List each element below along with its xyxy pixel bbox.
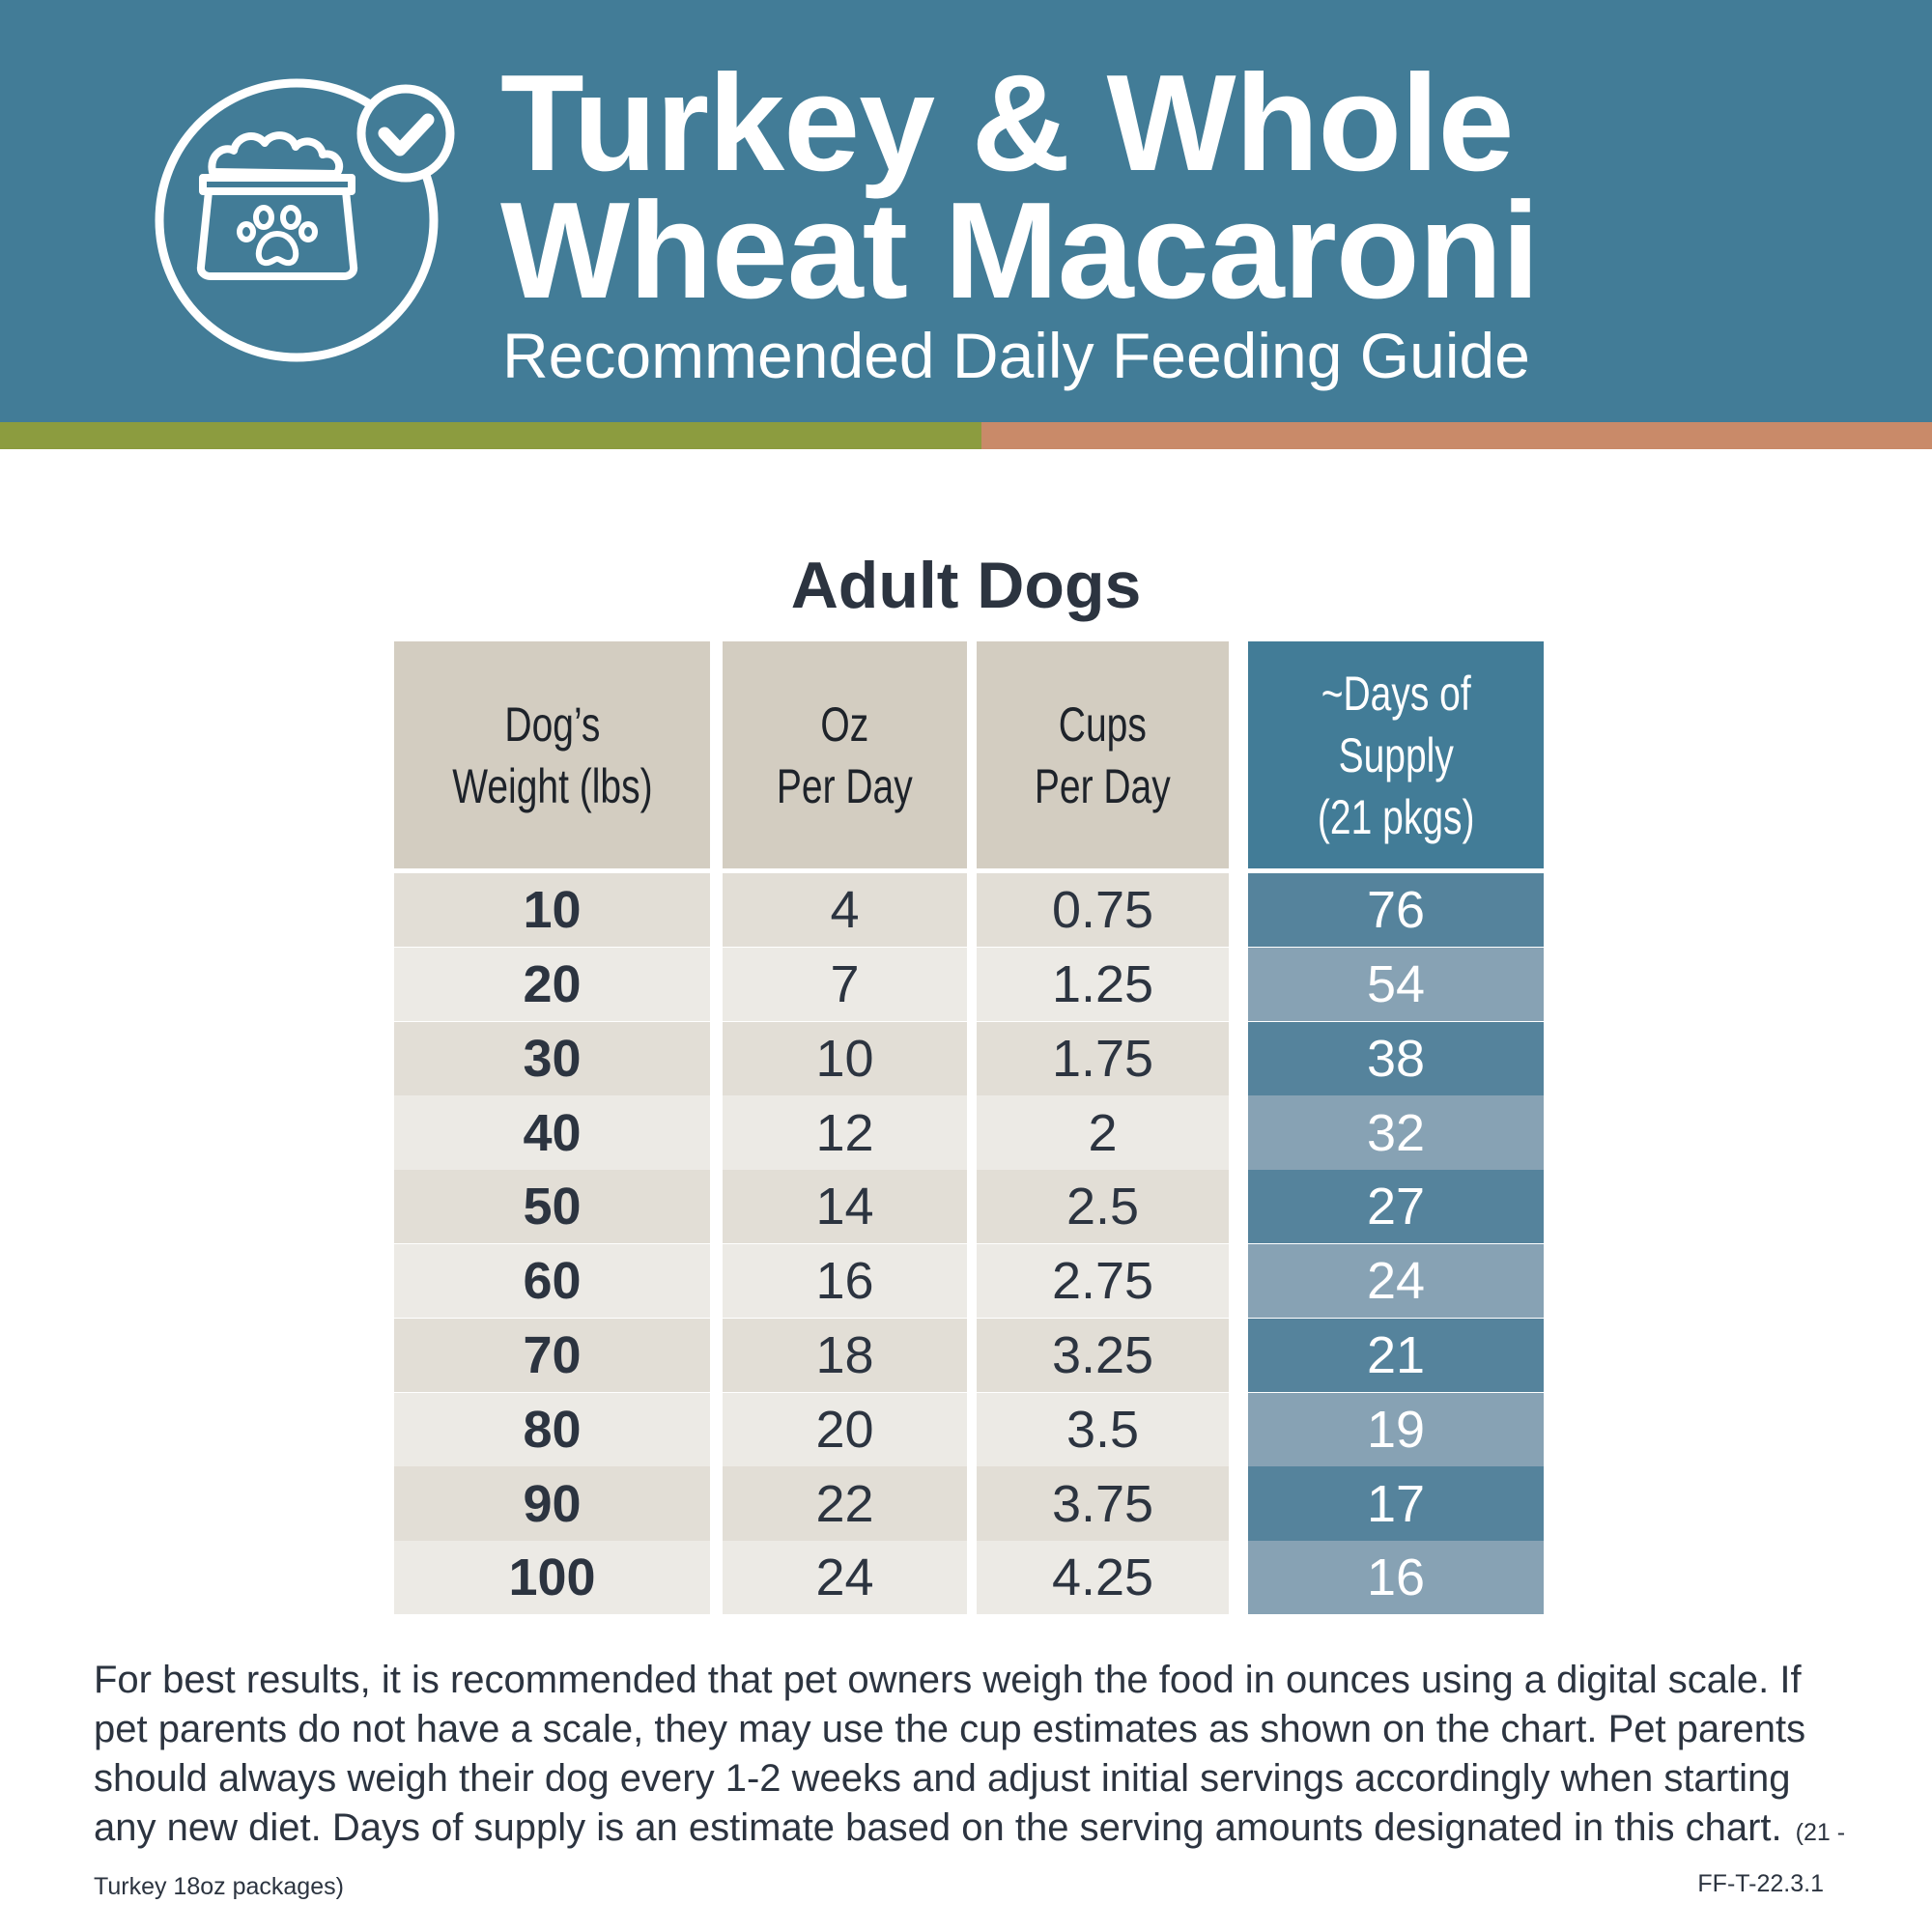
table-title: Adult Dogs xyxy=(790,549,1142,622)
table-cell: 21 xyxy=(1248,1318,1544,1393)
table-cell: 4 xyxy=(723,873,967,948)
dog-food-bowl-check-icon xyxy=(155,78,455,362)
table-cell: 76 xyxy=(1248,873,1544,948)
table-cell: 2 xyxy=(977,1095,1229,1170)
header-cell-label: Cups Per Day xyxy=(1035,696,1171,813)
header-cell: Dog’s Weight (lbs) xyxy=(394,641,710,868)
header-cell: ~Days of Supply (21 pkgs) xyxy=(1248,641,1544,868)
table-cell: 54 xyxy=(1248,947,1544,1022)
footnote-package-note: (21 -Turkey 18oz packages) xyxy=(94,1819,1846,1900)
table-cell: 70 xyxy=(394,1318,710,1393)
table-cell: 40 xyxy=(394,1095,710,1170)
table-cell: 14 xyxy=(723,1170,967,1244)
table-cell: 2.75 xyxy=(977,1244,1229,1319)
table-cell: 17 xyxy=(1248,1466,1544,1541)
table-cell: 10 xyxy=(723,1021,967,1095)
table-cell: 0.75 xyxy=(977,873,1229,948)
table-cell: 1.25 xyxy=(977,947,1229,1022)
table-cell: 3.25 xyxy=(977,1318,1229,1393)
footnote-text: For best results, it is recommended that… xyxy=(94,1659,1806,1849)
header-cell: Oz Per Day xyxy=(723,641,967,868)
table-cell: 80 xyxy=(394,1392,710,1466)
table-cell: 20 xyxy=(394,947,710,1022)
header-cell: Cups Per Day xyxy=(977,641,1229,868)
table-cell: 60 xyxy=(394,1244,710,1319)
table-cell: 7 xyxy=(723,947,967,1022)
table-cell: 3.75 xyxy=(977,1466,1229,1541)
table-cell: 24 xyxy=(723,1541,967,1615)
table-cell: 38 xyxy=(1248,1021,1544,1095)
footnote: For best results, it is recommended that… xyxy=(94,1656,1861,1912)
table-cell: 20 xyxy=(723,1392,967,1466)
table-cell: 50 xyxy=(394,1170,710,1244)
table-cell: 16 xyxy=(723,1244,967,1319)
table-cell: 16 xyxy=(1248,1541,1544,1615)
table-cell: 32 xyxy=(1248,1095,1544,1170)
table-cell: 100 xyxy=(394,1541,710,1615)
table-cell: 2.5 xyxy=(977,1170,1229,1244)
title-line-1: Turkey & Whole xyxy=(500,46,1515,200)
table-cell: 27 xyxy=(1248,1170,1544,1244)
page-title: Turkey & Whole Wheat Macaroni xyxy=(500,55,1540,320)
table-cell: 18 xyxy=(723,1318,967,1393)
accent-stripe-orange xyxy=(981,422,1932,449)
table-cell: 30 xyxy=(394,1021,710,1095)
table-cell: 1.75 xyxy=(977,1021,1229,1095)
accent-stripe-green xyxy=(0,422,981,449)
header-cell-label: Oz Per Day xyxy=(777,696,913,813)
table-cell: 24 xyxy=(1248,1244,1544,1319)
table-cell: 22 xyxy=(723,1466,967,1541)
header-cell-label: Dog’s Weight (lbs) xyxy=(451,696,653,813)
table-cell: 90 xyxy=(394,1466,710,1541)
title-line-2: Wheat Macaroni xyxy=(500,174,1540,327)
table-cell: 3.5 xyxy=(977,1392,1229,1466)
table-cell: 4.25 xyxy=(977,1541,1229,1615)
table-cell: 19 xyxy=(1248,1392,1544,1466)
header-cell-label: ~Days of Supply (21 pkgs) xyxy=(1317,666,1475,844)
page-subtitle: Recommended Daily Feeding Guide xyxy=(502,320,1530,391)
table-cell: 10 xyxy=(394,873,710,948)
document-code: FF-T-22.3.1 xyxy=(1697,1870,1824,1897)
table-cell: 12 xyxy=(723,1095,967,1170)
